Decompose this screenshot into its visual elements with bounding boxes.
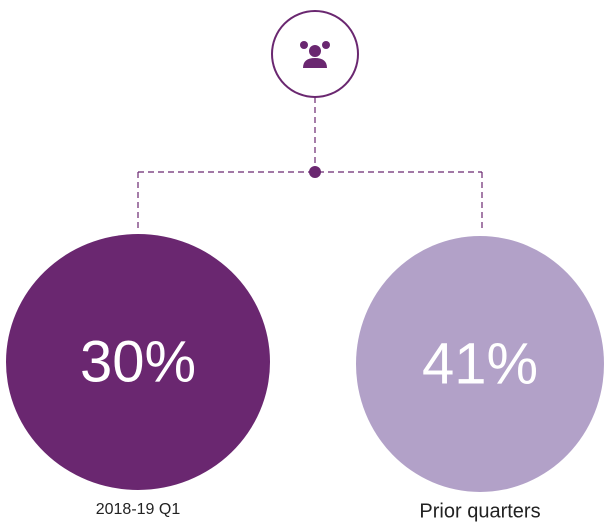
item-label: Prior quarters (419, 500, 540, 522)
value-label: 41% (422, 331, 538, 396)
connectors (137, 97, 483, 232)
junction-dot (309, 166, 321, 178)
people-gears-icon (300, 41, 330, 68)
value-circle (6, 234, 270, 490)
item-label: 2018-19 Q1 (96, 501, 181, 518)
value-circle (356, 236, 604, 492)
value-label: 30% (80, 329, 196, 394)
